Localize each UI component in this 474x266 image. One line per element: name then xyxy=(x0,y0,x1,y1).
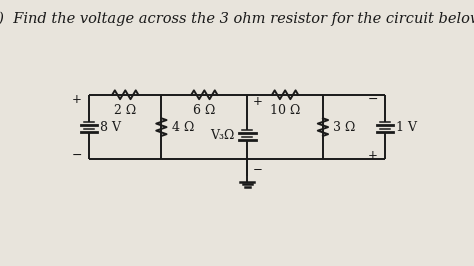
Text: 10 Ω: 10 Ω xyxy=(270,104,301,117)
Text: +: + xyxy=(368,148,378,161)
Text: −: − xyxy=(72,148,82,161)
Text: 2 Ω: 2 Ω xyxy=(114,104,137,117)
Text: V₃Ω: V₃Ω xyxy=(210,129,235,142)
Text: −: − xyxy=(253,163,263,176)
Text: +: + xyxy=(72,93,82,106)
Text: +: + xyxy=(253,95,263,108)
Text: 1)  Find the voltage across the 3 ohm resistor for the circuit below.: 1) Find the voltage across the 3 ohm res… xyxy=(0,11,474,26)
Text: 8 V: 8 V xyxy=(100,120,121,134)
Text: 6 Ω: 6 Ω xyxy=(193,104,216,117)
Text: 4 Ω: 4 Ω xyxy=(172,120,194,134)
Text: −: − xyxy=(367,93,378,106)
Text: 1 V: 1 V xyxy=(396,120,417,134)
Text: 3 Ω: 3 Ω xyxy=(333,120,356,134)
